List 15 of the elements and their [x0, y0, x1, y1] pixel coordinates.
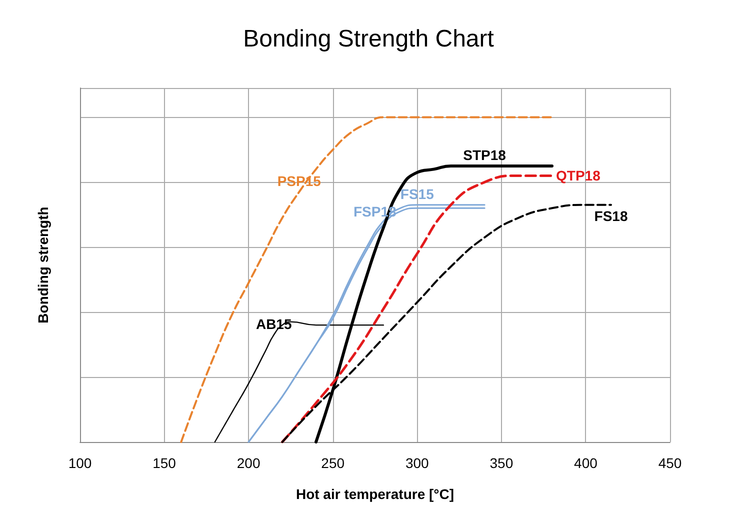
x-tick-label: 200: [236, 455, 260, 471]
x-tick-label: 100: [68, 455, 92, 471]
x-tick-label: 400: [574, 455, 598, 471]
series-label: QTP18: [556, 168, 601, 184]
x-tick-label: 450: [658, 455, 682, 471]
y-axis-title: Bonding strength: [35, 206, 51, 324]
x-tick-label: 250: [321, 455, 345, 471]
chart-title: Bonding Strength Chart: [243, 26, 494, 52]
series-label: FS18: [594, 208, 628, 224]
series-label: PSP15: [277, 172, 322, 189]
x-axis-title: Hot air temperature [°C]: [296, 486, 454, 502]
x-tick-label: 300: [405, 455, 430, 471]
x-tick-label: 150: [152, 455, 176, 471]
x-tick-label: 350: [490, 455, 514, 471]
series-label: STP18: [463, 146, 506, 163]
